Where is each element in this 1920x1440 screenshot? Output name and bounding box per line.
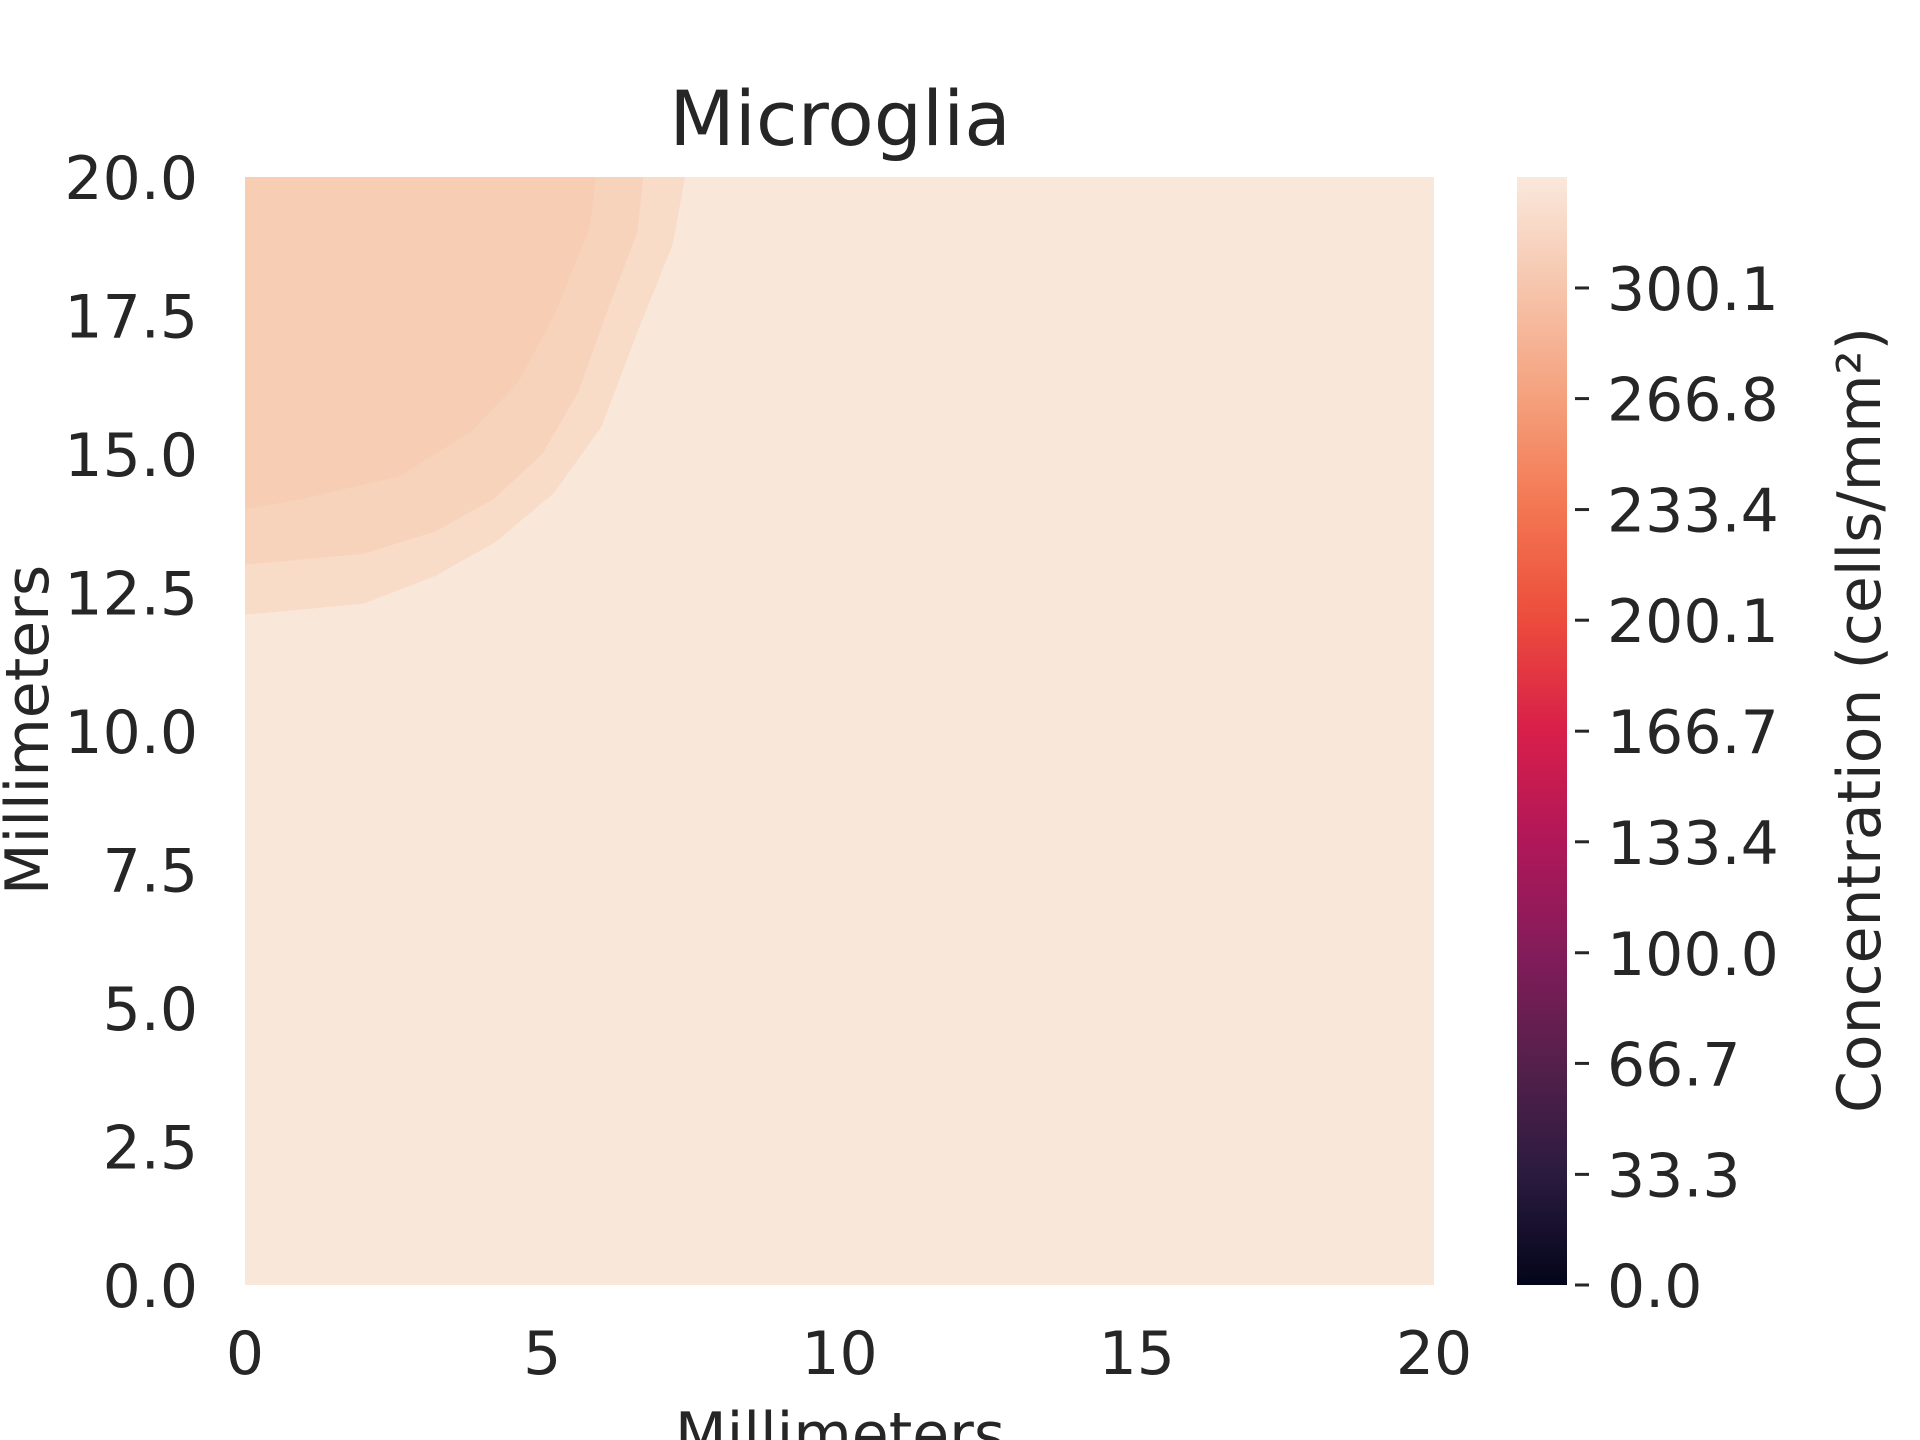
y-axis-label: Millimeters <box>0 565 63 895</box>
x-tick-label: 10 <box>801 1319 877 1389</box>
colorbar-tick-label: 300.1 <box>1607 255 1779 325</box>
x-axis-label: Millimeters <box>675 1400 1005 1440</box>
colorbar-tick-label: 133.4 <box>1607 809 1779 879</box>
y-tick-label: 2.5 <box>103 1114 198 1184</box>
colorbar-tick-label: 166.7 <box>1607 698 1779 768</box>
colorbar-tick-label: 33.3 <box>1607 1141 1741 1211</box>
y-tick-label: 0.0 <box>103 1252 198 1322</box>
contour-band-3 <box>245 177 596 510</box>
y-tick-label: 15.0 <box>64 421 198 491</box>
x-tick-label: 15 <box>1099 1319 1175 1389</box>
y-tick-label: 7.5 <box>103 837 198 907</box>
y-tick-label: 5.0 <box>103 975 198 1045</box>
colorbar <box>1517 177 1567 1285</box>
colorbar-tick-label: 233.4 <box>1607 477 1779 547</box>
chart-title: Microglia <box>669 74 1011 163</box>
plot-area <box>245 177 1434 1285</box>
x-tick-label: 0 <box>226 1319 264 1389</box>
y-tick-label: 10.0 <box>64 698 198 768</box>
x-tick-label: 20 <box>1396 1319 1472 1389</box>
y-axis-ticks: 0.0 2.5 5.0 7.5 10.0 12.5 15.0 17.5 20.0 <box>64 144 198 1322</box>
colorbar-tick-label: 0.0 <box>1607 1252 1702 1322</box>
colorbar-tick-label: 66.7 <box>1607 1030 1741 1100</box>
y-tick-label: 17.5 <box>64 283 198 353</box>
x-axis-ticks: 0 5 10 15 20 <box>226 1319 1472 1389</box>
colorbar-ticks: 0.0 33.3 66.7 100.0 133.4 166.7 200.1 233.4 266.… <box>1575 255 1779 1322</box>
x-tick-label: 5 <box>523 1319 561 1389</box>
y-tick-label: 12.5 <box>64 560 198 630</box>
y-tick-label: 20.0 <box>64 144 198 214</box>
colorbar-tick-label: 266.8 <box>1607 366 1779 436</box>
colorbar-tick-label: 100.0 <box>1607 920 1779 990</box>
colorbar-tick-label: 200.1 <box>1607 587 1779 657</box>
colorbar-label: Concentration (cells/mm²) <box>1825 327 1895 1113</box>
